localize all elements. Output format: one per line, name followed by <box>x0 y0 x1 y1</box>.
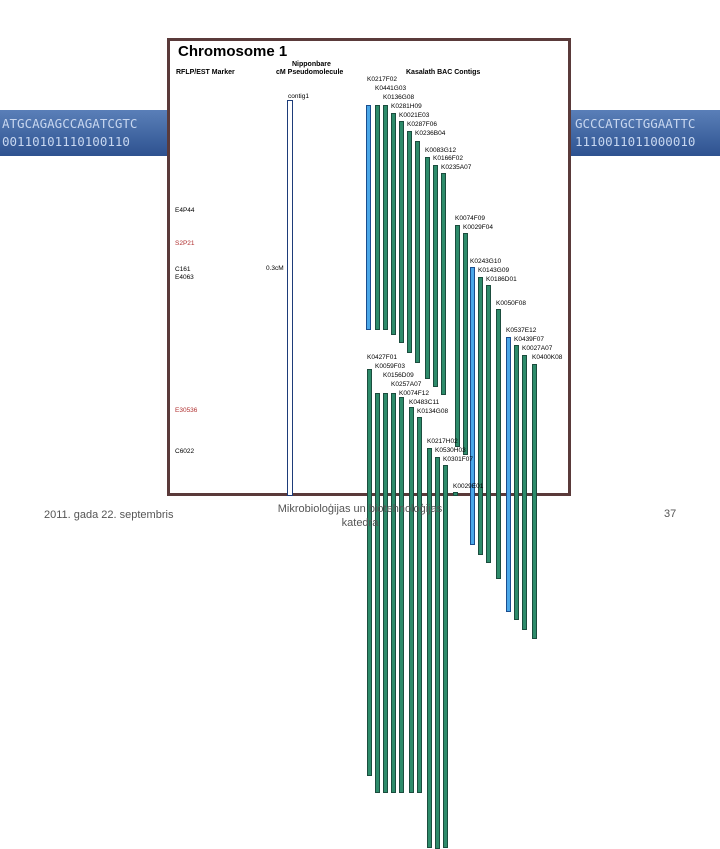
marker-label: E30536 <box>175 407 198 414</box>
bac-clone-bar <box>375 393 380 793</box>
cm-label: 0.3cM <box>266 265 284 272</box>
bac-clone-bar <box>506 337 511 612</box>
bac-clone-label: K0236B04 <box>415 130 446 137</box>
bac-clone-bar <box>407 131 412 353</box>
bac-clone-label: K0235A07 <box>441 164 472 171</box>
bac-clone-label: K0301F07 <box>443 456 473 463</box>
pseudomolecule-bar <box>287 100 293 496</box>
bac-clone-bar <box>391 113 396 335</box>
bac-clone-bar <box>441 173 446 395</box>
bac-clone-label: K0427F01 <box>367 354 397 361</box>
bac-clone-label: K0029E01 <box>453 483 484 490</box>
bac-clone-label: K0287F06 <box>407 121 437 128</box>
bac-clone-label: K0400K08 <box>532 354 563 361</box>
footer-center: Mikrobioloģijas un biotehnoloģijas kated… <box>262 502 458 530</box>
bac-clone-label: K0257A07 <box>391 381 422 388</box>
bac-clone-label: K0243G10 <box>470 258 502 265</box>
bac-clone-bar <box>532 364 537 639</box>
bac-clone-bar <box>470 267 475 545</box>
bac-clone-bar <box>399 121 404 343</box>
sequence-right-top: GCCCATGCTGGAATTC <box>575 116 696 131</box>
marker-label: E4P44 <box>175 207 195 214</box>
bac-clone-bar <box>496 309 501 579</box>
figure-title: Chromosome 1 <box>178 43 288 60</box>
sequence-left-bottom: 00110101110100110 <box>2 134 130 149</box>
bac-clone-label: K0166F02 <box>433 155 463 162</box>
bac-clone-label: K0059F03 <box>375 363 405 370</box>
bac-clone-bar <box>415 141 420 363</box>
marker-label: E4063 <box>175 274 194 281</box>
bac-clone-bar <box>383 105 388 330</box>
bac-clone-bar <box>514 345 519 620</box>
bac-clone-bar <box>366 105 371 330</box>
header-pm-line2: cM Pseudomolecule <box>276 69 344 76</box>
bac-clone-label: K0281H09 <box>391 103 422 110</box>
bac-clone-label: K0156D09 <box>383 372 414 379</box>
bac-clone-bar <box>455 225 460 447</box>
bac-clone-bar <box>486 285 491 563</box>
bac-clone-bar <box>433 165 438 387</box>
bac-clone-label: K0074F12 <box>399 390 429 397</box>
bac-clone-label: K0134G08 <box>417 408 449 415</box>
bac-clone-bar <box>367 369 372 776</box>
bac-clone-label: K0083G12 <box>425 147 457 154</box>
footer-date: 2011. gada 22. septembris <box>44 509 174 521</box>
chromosome-figure: Chromosome 1 RFLP/EST Marker Nipponbare … <box>167 38 571 849</box>
bac-clone-label: K0530H03 <box>435 447 466 454</box>
bac-clone-label: K0029F04 <box>463 224 493 231</box>
bac-clone-label: K0136G08 <box>383 94 415 101</box>
contig-label: contig1 <box>288 93 309 100</box>
bac-clone-label: K0537E12 <box>506 327 537 334</box>
bac-clone-label: K0027A07 <box>522 345 553 352</box>
bac-clone-bar <box>522 355 527 630</box>
bac-clone-bar <box>463 233 468 455</box>
marker-label: C161 <box>175 266 191 273</box>
bac-clone-label: K0441G03 <box>375 85 407 92</box>
footer-center-line2: katedra <box>341 517 379 529</box>
bac-clone-label: K0050F08 <box>496 300 526 307</box>
bac-clone-label: K0186D01 <box>486 276 517 283</box>
page-number: 37 <box>664 508 677 520</box>
sequence-left-top: ATGCAGAGCCAGATCGTC <box>2 116 138 131</box>
bac-clone-bar <box>399 397 404 793</box>
header-marker: RFLP/EST Marker <box>176 69 235 76</box>
sequence-right-bottom: 1110011011000010 <box>575 134 696 149</box>
bac-clone-label: K0021E03 <box>399 112 430 119</box>
bac-clone-label: K0143G09 <box>478 267 510 274</box>
bac-clone-bar <box>417 417 422 793</box>
bac-clone-bar <box>478 277 483 555</box>
bac-clone-bar <box>425 157 430 379</box>
bac-clone-label: K0439F07 <box>514 336 544 343</box>
header-pm-line1: Nipponbare <box>292 61 331 68</box>
bac-clone-bar <box>391 393 396 793</box>
bac-clone-label: K0483C11 <box>409 399 440 406</box>
bac-clone-label: K0217F02 <box>367 76 397 83</box>
bac-clone-label: K0217H02 <box>427 438 458 445</box>
footer-center-line1: Mikrobioloģijas un biotehnoloģijas <box>277 503 443 515</box>
marker-label: S2P21 <box>175 240 195 247</box>
marker-label: C6022 <box>175 448 195 455</box>
bac-clone-bar <box>409 407 414 793</box>
bac-clone-bar <box>453 492 458 496</box>
bac-clone-bar <box>383 393 388 793</box>
bac-clone-label: K0074F09 <box>455 215 485 222</box>
header-bac: Kasalath BAC Contigs <box>406 69 481 76</box>
bac-clone-bar <box>375 105 380 330</box>
